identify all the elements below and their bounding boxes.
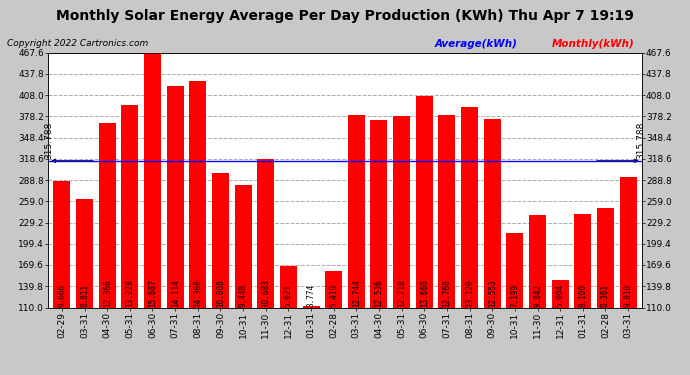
- Bar: [393, 116, 410, 308]
- Text: Monthly(kWh): Monthly(kWh): [552, 39, 635, 50]
- Text: 10.008: 10.008: [216, 279, 225, 307]
- Text: 9.448: 9.448: [239, 284, 248, 307]
- Text: 10.683: 10.683: [262, 279, 270, 307]
- Bar: [597, 208, 614, 308]
- Text: 15.687: 15.687: [148, 279, 157, 307]
- Text: 12.536: 12.536: [375, 279, 384, 307]
- Bar: [484, 119, 501, 308]
- Bar: [99, 123, 116, 308]
- Text: 8.361: 8.361: [601, 284, 610, 307]
- Text: 12.553: 12.553: [488, 279, 497, 307]
- Text: 7.199: 7.199: [511, 284, 520, 307]
- Bar: [121, 105, 138, 308]
- Text: 14.114: 14.114: [170, 279, 179, 307]
- Text: 12.744: 12.744: [352, 279, 361, 307]
- Bar: [325, 271, 342, 308]
- Text: Monthly Solar Energy Average Per Day Production (KWh) Thu Apr 7 19:19: Monthly Solar Energy Average Per Day Pro…: [56, 9, 634, 23]
- Text: 8.100: 8.100: [578, 284, 587, 307]
- Text: Copyright 2022 Cartronics.com: Copyright 2022 Cartronics.com: [7, 39, 148, 48]
- Bar: [620, 177, 637, 308]
- Text: 315.788: 315.788: [637, 122, 646, 159]
- Text: 14.368: 14.368: [193, 279, 202, 307]
- Bar: [144, 53, 161, 308]
- Bar: [348, 115, 365, 308]
- Text: 9.810: 9.810: [624, 284, 633, 307]
- Text: Average(kWh): Average(kWh): [435, 39, 518, 50]
- Bar: [461, 107, 478, 308]
- Text: 5.621: 5.621: [284, 284, 293, 307]
- Bar: [76, 199, 93, 308]
- Bar: [53, 180, 70, 308]
- Bar: [257, 159, 274, 308]
- Text: 12.760: 12.760: [442, 279, 451, 307]
- Bar: [302, 306, 319, 308]
- Bar: [212, 173, 229, 308]
- Text: 13.120: 13.120: [465, 279, 474, 307]
- Bar: [371, 120, 388, 308]
- Bar: [574, 214, 591, 308]
- Text: 5.419: 5.419: [329, 284, 338, 307]
- Text: 8.042: 8.042: [533, 284, 542, 307]
- Bar: [416, 96, 433, 308]
- Bar: [506, 233, 523, 308]
- Bar: [529, 215, 546, 308]
- Bar: [167, 86, 184, 308]
- Bar: [235, 185, 252, 308]
- Text: 315.788: 315.788: [44, 122, 53, 159]
- Bar: [438, 115, 455, 308]
- Text: 9.666: 9.666: [57, 284, 66, 307]
- Bar: [552, 280, 569, 308]
- Text: 8.811: 8.811: [80, 284, 89, 307]
- Text: 13.660: 13.660: [420, 279, 428, 307]
- Text: 13.228: 13.228: [126, 279, 135, 307]
- Text: 5.004: 5.004: [555, 284, 564, 307]
- Text: 12.710: 12.710: [397, 279, 406, 307]
- Bar: [189, 81, 206, 308]
- Text: 3.774: 3.774: [306, 284, 315, 307]
- Bar: [280, 267, 297, 308]
- Text: 12.366: 12.366: [103, 279, 112, 307]
